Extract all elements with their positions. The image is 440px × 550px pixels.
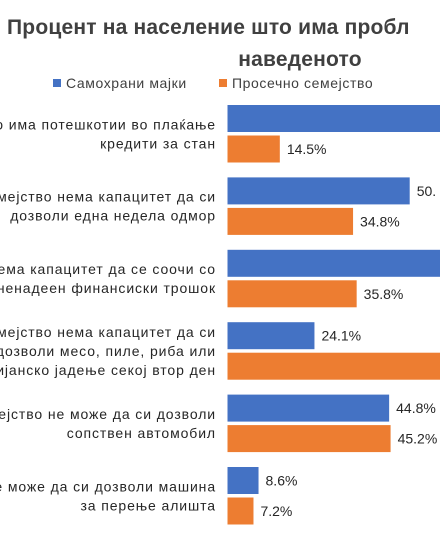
bar-average-family-6: [227, 497, 254, 525]
title-line-1: Процент на население што има пробл: [7, 16, 410, 39]
category-label-1-line-2: кредити за стан: [100, 135, 216, 151]
bar-average-family-5: [227, 425, 391, 453]
bar-single-mothers-2: [227, 177, 410, 205]
legend-label-1: Самохрани мајки: [66, 75, 187, 91]
category-label-6-line-1: Семејство не може да си дозволи машина: [0, 478, 216, 494]
data-label-average-family-6: 7.2%: [260, 503, 292, 519]
bar-average-family-2: [227, 207, 354, 235]
data-label-single-mothers-4: 24.1%: [321, 328, 361, 344]
data-label-average-family-2: 34.8%: [360, 213, 400, 229]
category-label-4-line-3: вегетаријанско јадење секој втор ден: [0, 362, 216, 378]
legend-label-2: Просечно семејство: [232, 75, 373, 91]
data-label-average-family-3: 35.8%: [364, 286, 404, 302]
category-label-4-line-2: дозволи месо, пиле, риба или: [0, 343, 216, 359]
category-label-6-line-2: за перење алишта: [80, 497, 216, 513]
category-labels: Семејство има потешкотии во плаќање креди…: [0, 116, 216, 513]
bar-single-mothers-3: [227, 249, 440, 277]
category-label-5-line-1: Семејство не може да си дозволи: [0, 406, 216, 422]
category-label-1-line-1: Семејство има потешкотии во плаќање: [0, 116, 216, 132]
chart-title: Процент на население што има пробл наведе…: [7, 16, 410, 71]
bar-single-mothers-5: [227, 394, 390, 422]
category-label-3-line-1: Семејство нема капацитет да се соочи со: [0, 261, 216, 277]
bar-single-mothers-1: [227, 105, 440, 132]
data-labels: 14.5% 50. 34.8% 35.8% 24.1% 44.8% 45.2% 8.6% 7.2…: [260, 141, 437, 519]
data-label-average-family-1: 14.5%: [287, 141, 327, 157]
category-label-2-line-2: дозволи една недела одмор: [10, 208, 216, 224]
category-label-3-line-2: ненадеен финансиски трошок: [0, 280, 216, 296]
data-label-single-mothers-6: 8.6%: [266, 473, 298, 489]
bar-single-mothers-6: [227, 467, 259, 494]
legend-swatch-1: [53, 79, 61, 87]
category-label-2-line-1: Семејство нема капацитет да си: [0, 189, 216, 205]
bar-single-mothers-4: [227, 322, 315, 350]
data-label-single-mothers-2: 50.: [417, 183, 436, 199]
plot-area: [227, 105, 440, 525]
legend-swatch-2: [219, 79, 227, 87]
bar-average-family-3: [227, 280, 357, 308]
bar-average-family-1: [227, 135, 280, 163]
category-label-5-line-2: сопствен автомобил: [67, 425, 216, 441]
bar-average-family-4: [227, 352, 440, 380]
title-line-2: наведеното: [238, 48, 362, 71]
data-label-single-mothers-5: 44.8%: [396, 400, 436, 416]
category-label-4-line-1: Семејство нема капацитет да си: [0, 324, 216, 340]
legend: Самохрани мајки Просечно семејство: [53, 75, 373, 91]
data-label-average-family-5: 45.2%: [398, 431, 438, 447]
